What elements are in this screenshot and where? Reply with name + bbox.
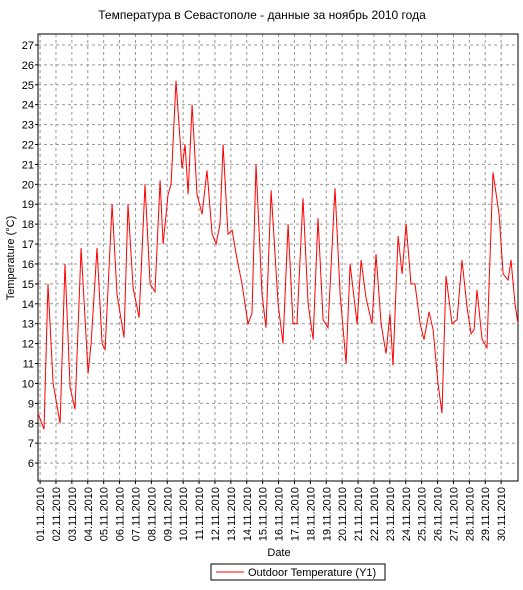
- x-tick-label: 08.11.2010: [146, 487, 158, 541]
- x-tick-label: 17.11.2010: [289, 487, 301, 541]
- x-tick-label: 04.11.2010: [83, 487, 95, 541]
- x-tick-label: 25.11.2010: [417, 487, 429, 541]
- x-tick-label: 09.11.2010: [162, 487, 174, 541]
- y-tick-label: 25: [22, 80, 34, 92]
- y-tick-label: 13: [22, 319, 34, 331]
- y-tick-label: 9: [28, 398, 34, 410]
- x-tick-label: 19.11.2010: [321, 487, 333, 541]
- y-tick-label: 17: [22, 239, 34, 251]
- x-tick-label: 14.11.2010: [242, 487, 254, 541]
- x-tick-label: 15.11.2010: [258, 487, 270, 541]
- x-tick-label: 20.11.2010: [337, 487, 349, 541]
- x-tick-label: 02.11.2010: [51, 487, 63, 541]
- x-tick-label: 16.11.2010: [274, 487, 286, 541]
- y-tick-label: 7: [28, 438, 34, 450]
- x-tick-label: 05.11.2010: [99, 487, 111, 541]
- data-line: [37, 80, 519, 430]
- y-tick-label: 23: [22, 120, 34, 132]
- x-tick-label: 21.11.2010: [353, 487, 365, 541]
- x-tick-label: 07.11.2010: [130, 487, 142, 541]
- x-tick-label: 27.11.2010: [448, 487, 460, 541]
- y-tick-label: 8: [28, 418, 34, 430]
- y-tick-label: 26: [22, 60, 34, 72]
- y-tick-label: 24: [22, 100, 34, 112]
- legend-label: Outdoor Temperature (Y1): [248, 567, 376, 579]
- plot-frame: [37, 33, 519, 482]
- y-tick-label: 20: [22, 179, 34, 191]
- x-tick-label: 24.11.2010: [401, 487, 413, 541]
- y-tick-label: 6: [28, 458, 34, 470]
- y-tick-label: 27: [22, 40, 34, 52]
- x-tick-label: 10.11.2010: [178, 487, 190, 541]
- x-tick-label: 22.11.2010: [369, 487, 381, 541]
- y-tick-label: 12: [22, 339, 34, 351]
- y-tick-label: 14: [22, 299, 34, 311]
- x-tick-label: 26.11.2010: [433, 487, 445, 541]
- x-tick-label: 01.11.2010: [35, 487, 47, 541]
- y-axis-label: Temperature (°C): [5, 216, 17, 300]
- x-tick-label: 11.11.2010: [194, 487, 206, 540]
- y-tick-label: 16: [22, 259, 34, 271]
- y-tick-label: 19: [22, 199, 34, 211]
- chart-title: Температура в Севастополе - данные за но…: [98, 8, 426, 22]
- y-tick-label: 10: [22, 378, 34, 390]
- x-tick-label: 12.11.2010: [210, 487, 222, 541]
- y-tick-label: 18: [22, 219, 34, 231]
- y-tick-label: 11: [23, 359, 34, 371]
- y-tick-label: 15: [22, 279, 34, 291]
- x-tick-label: 13.11.2010: [226, 487, 238, 541]
- x-tick-label: 30.11.2010: [496, 487, 508, 541]
- y-tick-label: 21: [22, 159, 34, 171]
- x-tick-label: 29.11.2010: [480, 487, 492, 541]
- x-tick-label: 28.11.2010: [464, 487, 476, 541]
- x-tick-label: 03.11.2010: [67, 487, 79, 541]
- x-tick-label: 23.11.2010: [385, 487, 397, 541]
- legend-box: [210, 563, 386, 581]
- y-tick-label: 22: [22, 140, 34, 152]
- x-tick-label: 18.11.2010: [305, 487, 317, 541]
- x-tick-label: 06.11.2010: [115, 487, 127, 541]
- x-axis-label: Date: [267, 547, 290, 559]
